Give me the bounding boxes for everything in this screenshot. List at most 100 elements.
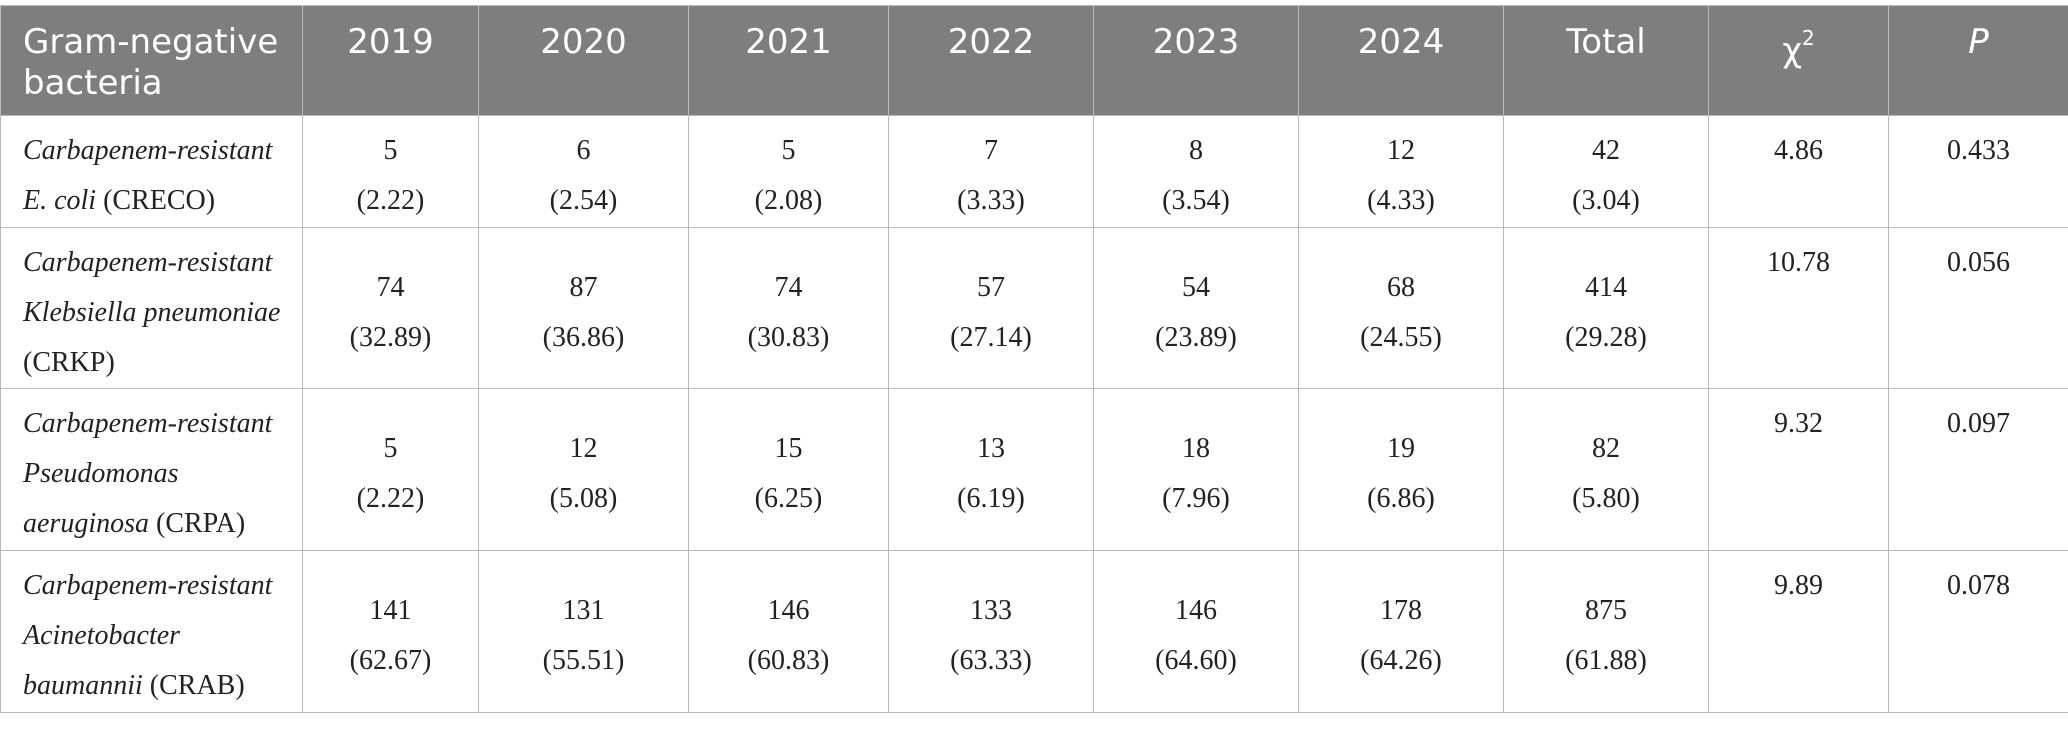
count: 5 (383, 135, 398, 166)
chi-symbol: χ (1782, 30, 1802, 71)
cell-2019: 5 (2.22) (302, 388, 479, 551)
header-p-value: P (1888, 5, 2068, 116)
cell-2020: 131 (55.51) (478, 550, 689, 713)
cell-2019: 5 (2.22) (302, 115, 479, 228)
percent: (6.19) (957, 483, 1025, 514)
percent: (3.54) (1162, 185, 1230, 216)
percent: (4.33) (1367, 185, 1435, 216)
count: 82 (1592, 433, 1620, 464)
percent: (29.28) (1565, 322, 1647, 353)
percent: (3.33) (957, 185, 1025, 216)
cell-2021: 15 (6.25) (688, 388, 889, 551)
cell-2020: 87 (36.86) (478, 227, 689, 389)
cell-2023: 18 (7.96) (1093, 388, 1299, 551)
header-year-2023: 2023 (1093, 5, 1299, 116)
cell-2023: 146 (64.60) (1093, 550, 1299, 713)
percent: (24.55) (1360, 322, 1442, 353)
percent: (64.26) (1360, 645, 1442, 676)
table-row: Carbapenem-resistant Acinetobacter bauma… (0, 550, 2068, 713)
bacteria-genus: Acinetobacter (23, 620, 181, 651)
table-row: Carbapenem-resistant Pseudomonas aerugin… (0, 388, 2068, 551)
bacteria-name-cell: Carbapenem-resistant E. coli (CRECO) (0, 115, 303, 228)
count: 54 (1182, 272, 1210, 303)
bacteria-name-cell: Carbapenem-resistant Acinetobacter bauma… (0, 550, 303, 713)
cell-2019: 74 (32.89) (302, 227, 479, 389)
percent: (6.25) (754, 483, 823, 514)
cell-chi-square: 4.86 (1708, 115, 1889, 228)
cell-2022: 133 (63.33) (888, 550, 1094, 713)
bacteria-name-italic: Carbapenem-resistant (23, 408, 273, 439)
cell-2021: 146 (60.83) (688, 550, 889, 713)
cell-2024: 178 (64.26) (1298, 550, 1504, 713)
count: 12 (1387, 135, 1415, 166)
bacteria-name-italic: Carbapenem-resistant (23, 135, 273, 166)
percent: (60.83) (747, 645, 830, 676)
percent: (61.88) (1565, 645, 1647, 676)
percent: (63.33) (950, 645, 1032, 676)
count: 5 (781, 135, 796, 166)
percent: (5.08) (549, 483, 618, 514)
percent: (30.83) (747, 322, 830, 353)
cell-total: 875 (61.88) (1503, 550, 1709, 713)
header-row: Gram-negative bacteria 2019 2020 2021 20… (0, 5, 2068, 116)
count: 146 (767, 595, 810, 626)
chi-superscript: 2 (1801, 26, 1815, 50)
count: 8 (1189, 135, 1203, 166)
bacteria-abbreviation: (CRKP) (23, 347, 115, 378)
percent: (7.96) (1162, 483, 1230, 514)
cell-chi-square: 9.89 (1708, 550, 1889, 713)
count: 68 (1387, 272, 1415, 303)
count: 7 (984, 135, 998, 166)
count: 5 (383, 433, 398, 464)
bacteria-species: Klebsiella pneumoniae (23, 297, 281, 328)
count: 414 (1585, 272, 1627, 303)
cell-2020: 12 (5.08) (478, 388, 689, 551)
count: 875 (1585, 595, 1627, 626)
header-year-2024: 2024 (1298, 5, 1504, 116)
bacteria-name-cell: Carbapenem-resistant Pseudomonas aerugin… (0, 388, 303, 551)
percent: (6.86) (1367, 483, 1435, 514)
percent: (36.86) (542, 322, 625, 353)
bacteria-species: baumannii (23, 670, 143, 701)
header-chi-square: χ2 (1708, 5, 1889, 116)
cell-total: 414 (29.28) (1503, 227, 1709, 389)
bacteria-abbreviation: (CRECO) (103, 185, 216, 216)
count: 146 (1175, 595, 1217, 626)
count: 42 (1592, 135, 1620, 166)
count: 74 (376, 272, 405, 303)
percent: (32.89) (349, 322, 432, 353)
bacteria-name-italic: Carbapenem-resistant (23, 247, 273, 278)
cell-2021: 5 (2.08) (688, 115, 889, 228)
cell-2024: 19 (6.86) (1298, 388, 1504, 551)
percent: (3.04) (1572, 185, 1640, 216)
cell-2024: 12 (4.33) (1298, 115, 1504, 228)
header-total: Total (1503, 5, 1709, 116)
cell-2022: 57 (27.14) (888, 227, 1094, 389)
bacteria-abbreviation: (CRPA) (156, 508, 246, 539)
cell-p-value: 0.078 (1888, 550, 2068, 713)
table-row: Carbapenem-resistant E. coli (CRECO) 5 (2… (0, 115, 2068, 228)
header-year-2022: 2022 (888, 5, 1094, 116)
cell-p-value: 0.097 (1888, 388, 2068, 551)
count: 12 (569, 433, 598, 464)
percent: (2.22) (356, 483, 425, 514)
count: 133 (970, 595, 1012, 626)
cell-2022: 7 (3.33) (888, 115, 1094, 228)
cell-total: 42 (3.04) (1503, 115, 1709, 228)
percent: (2.54) (549, 185, 618, 216)
bacteria-name-cell: Carbapenem-resistant Klebsiella pneumoni… (0, 227, 303, 389)
percent: (2.08) (754, 185, 823, 216)
cell-2020: 6 (2.54) (478, 115, 689, 228)
bacteria-resistance-table: Gram-negative bacteria 2019 2020 2021 20… (0, 5, 2068, 713)
bacteria-genus: Pseudomonas (23, 458, 179, 489)
table-row: Carbapenem-resistant Klebsiella pneumoni… (0, 227, 2068, 389)
count: 131 (562, 595, 605, 626)
count: 141 (369, 595, 412, 626)
count: 57 (977, 272, 1005, 303)
bacteria-name-italic: Carbapenem-resistant (23, 570, 273, 601)
percent: (64.60) (1155, 645, 1237, 676)
count: 18 (1182, 433, 1210, 464)
count: 19 (1387, 433, 1415, 464)
cell-2023: 8 (3.54) (1093, 115, 1299, 228)
percent: (55.51) (542, 645, 625, 676)
